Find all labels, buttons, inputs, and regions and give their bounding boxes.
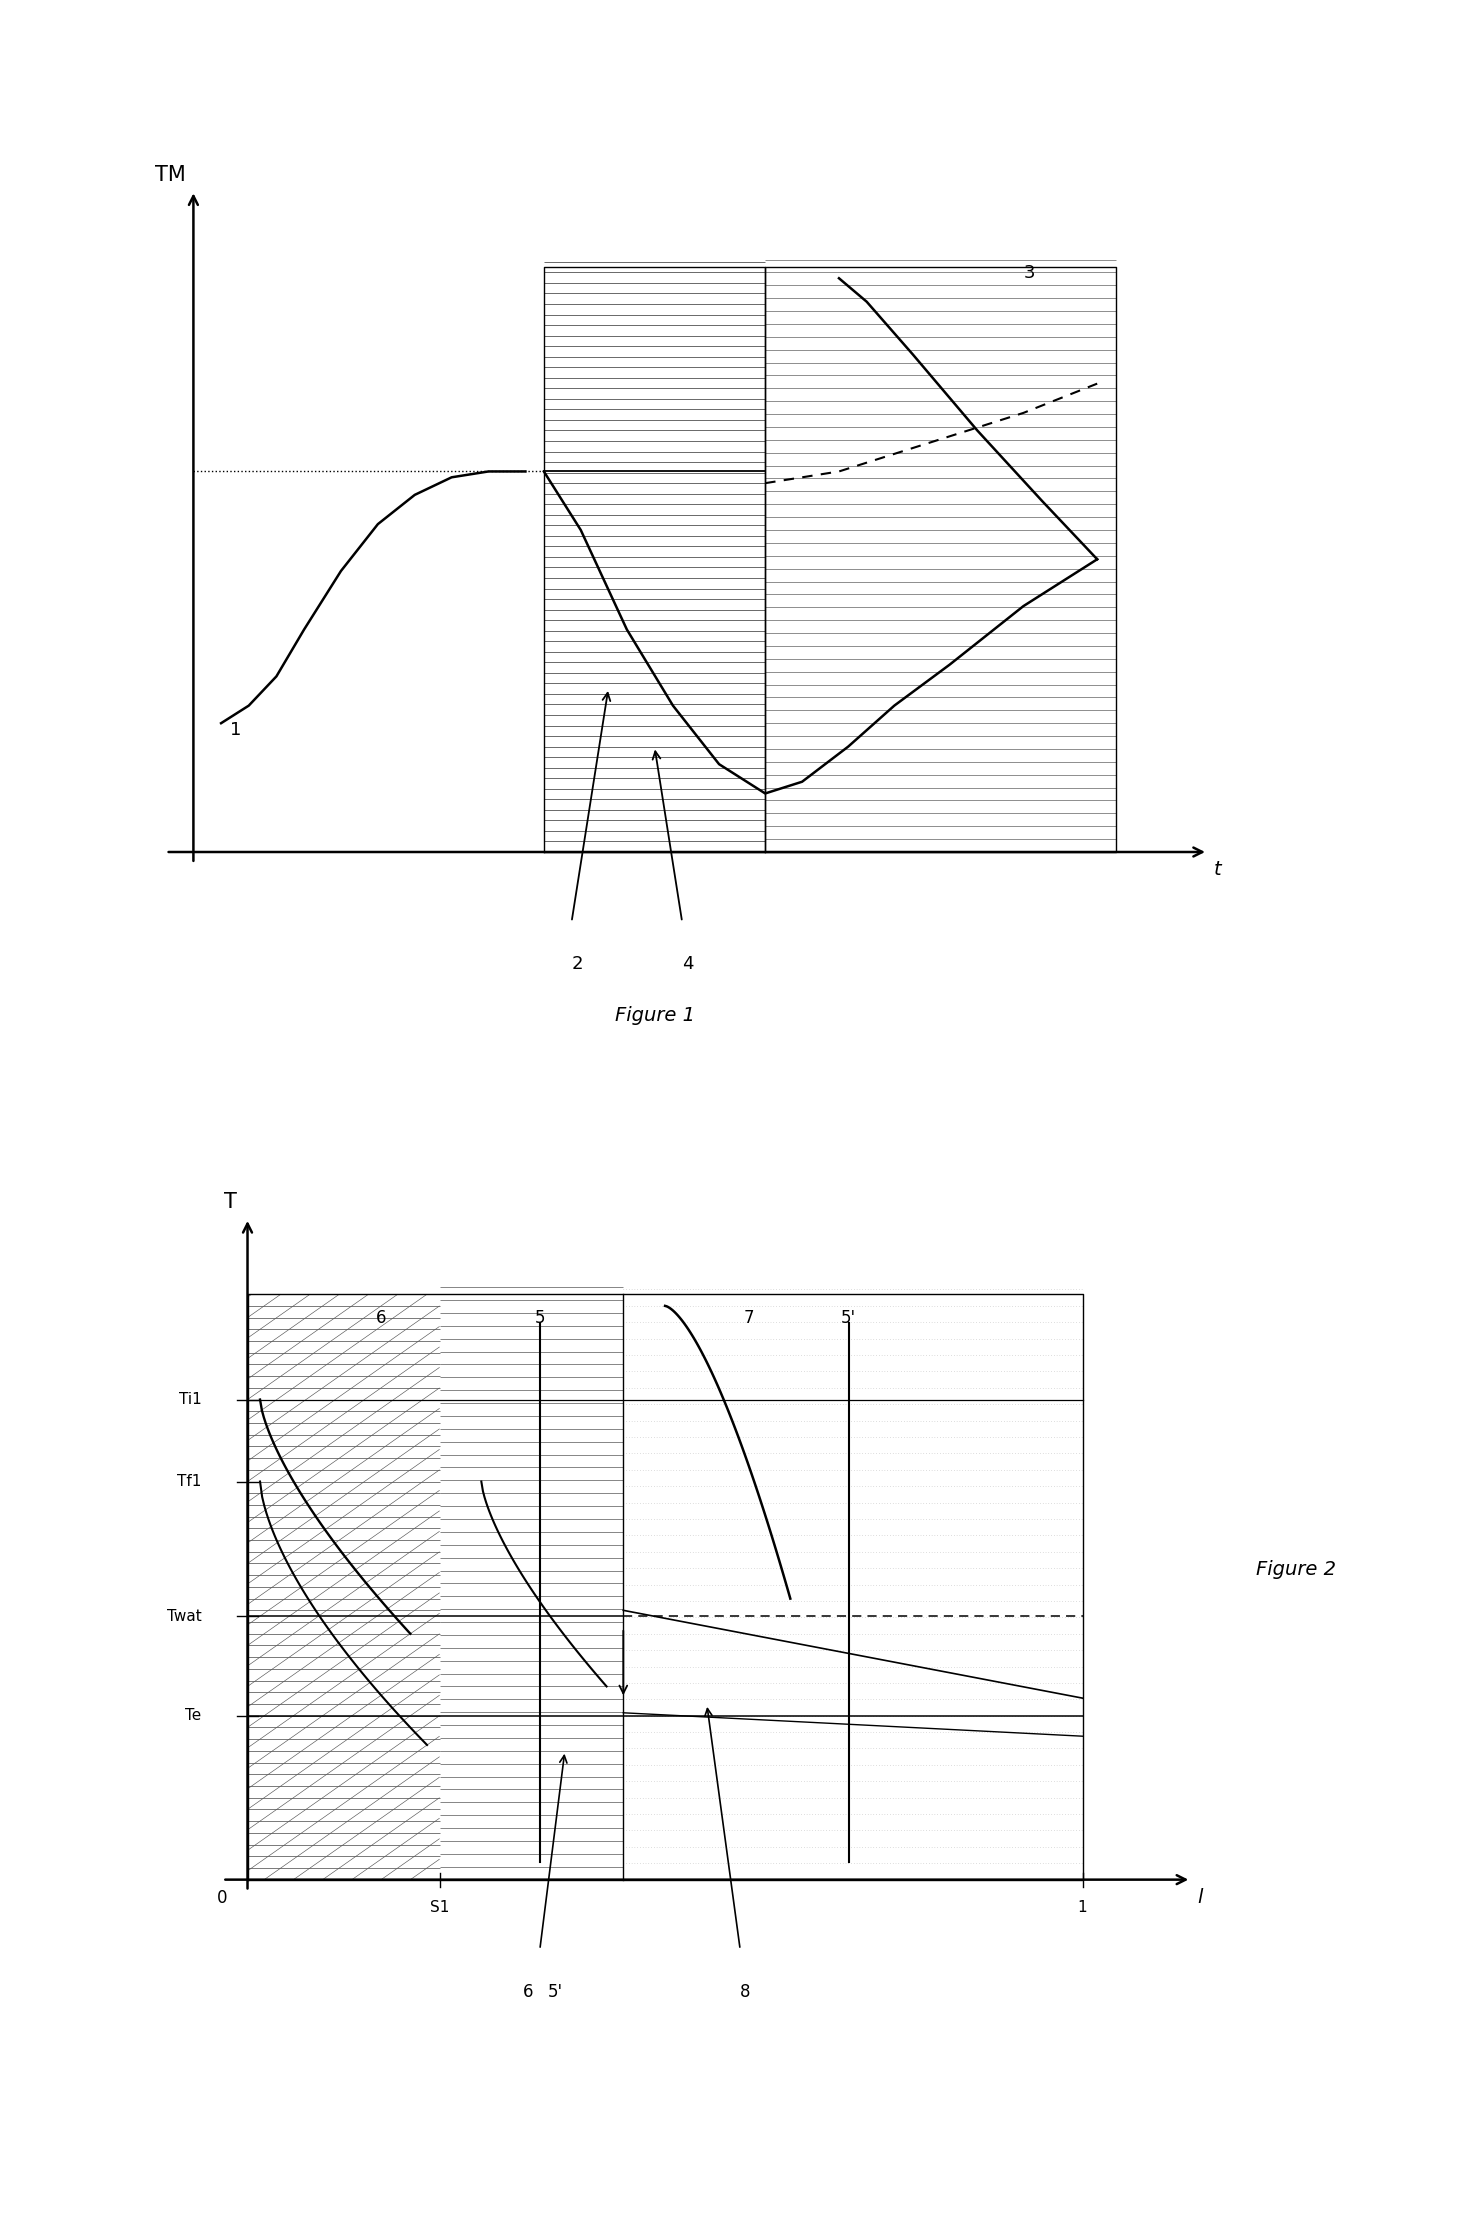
Text: TM: TM — [155, 165, 186, 185]
Text: 6: 6 — [376, 1309, 386, 1327]
Text: Twat: Twat — [166, 1608, 202, 1624]
Text: Te: Te — [186, 1709, 202, 1722]
Text: 5': 5' — [548, 1984, 563, 2002]
Text: 2: 2 — [572, 956, 583, 974]
Text: 8: 8 — [741, 1984, 751, 2002]
Text: 0: 0 — [217, 1890, 228, 1908]
Text: 5': 5' — [841, 1309, 856, 1327]
Text: 3: 3 — [1024, 264, 1036, 281]
Text: l: l — [1198, 1888, 1202, 1906]
Text: 1: 1 — [230, 722, 242, 739]
Text: 6: 6 — [523, 1984, 533, 2002]
Text: Ti1: Ti1 — [178, 1392, 202, 1407]
Text: 4: 4 — [682, 956, 694, 974]
Text: 7: 7 — [744, 1309, 754, 1327]
Text: 1: 1 — [1078, 1899, 1087, 1915]
Text: Figure 2: Figure 2 — [1256, 1559, 1336, 1579]
Text: S1: S1 — [430, 1899, 449, 1915]
Text: T: T — [224, 1193, 237, 1213]
Text: Tf1: Tf1 — [177, 1474, 202, 1490]
Text: t: t — [1214, 860, 1221, 878]
Text: Figure 1: Figure 1 — [614, 1008, 695, 1025]
Text: 5: 5 — [535, 1309, 545, 1327]
